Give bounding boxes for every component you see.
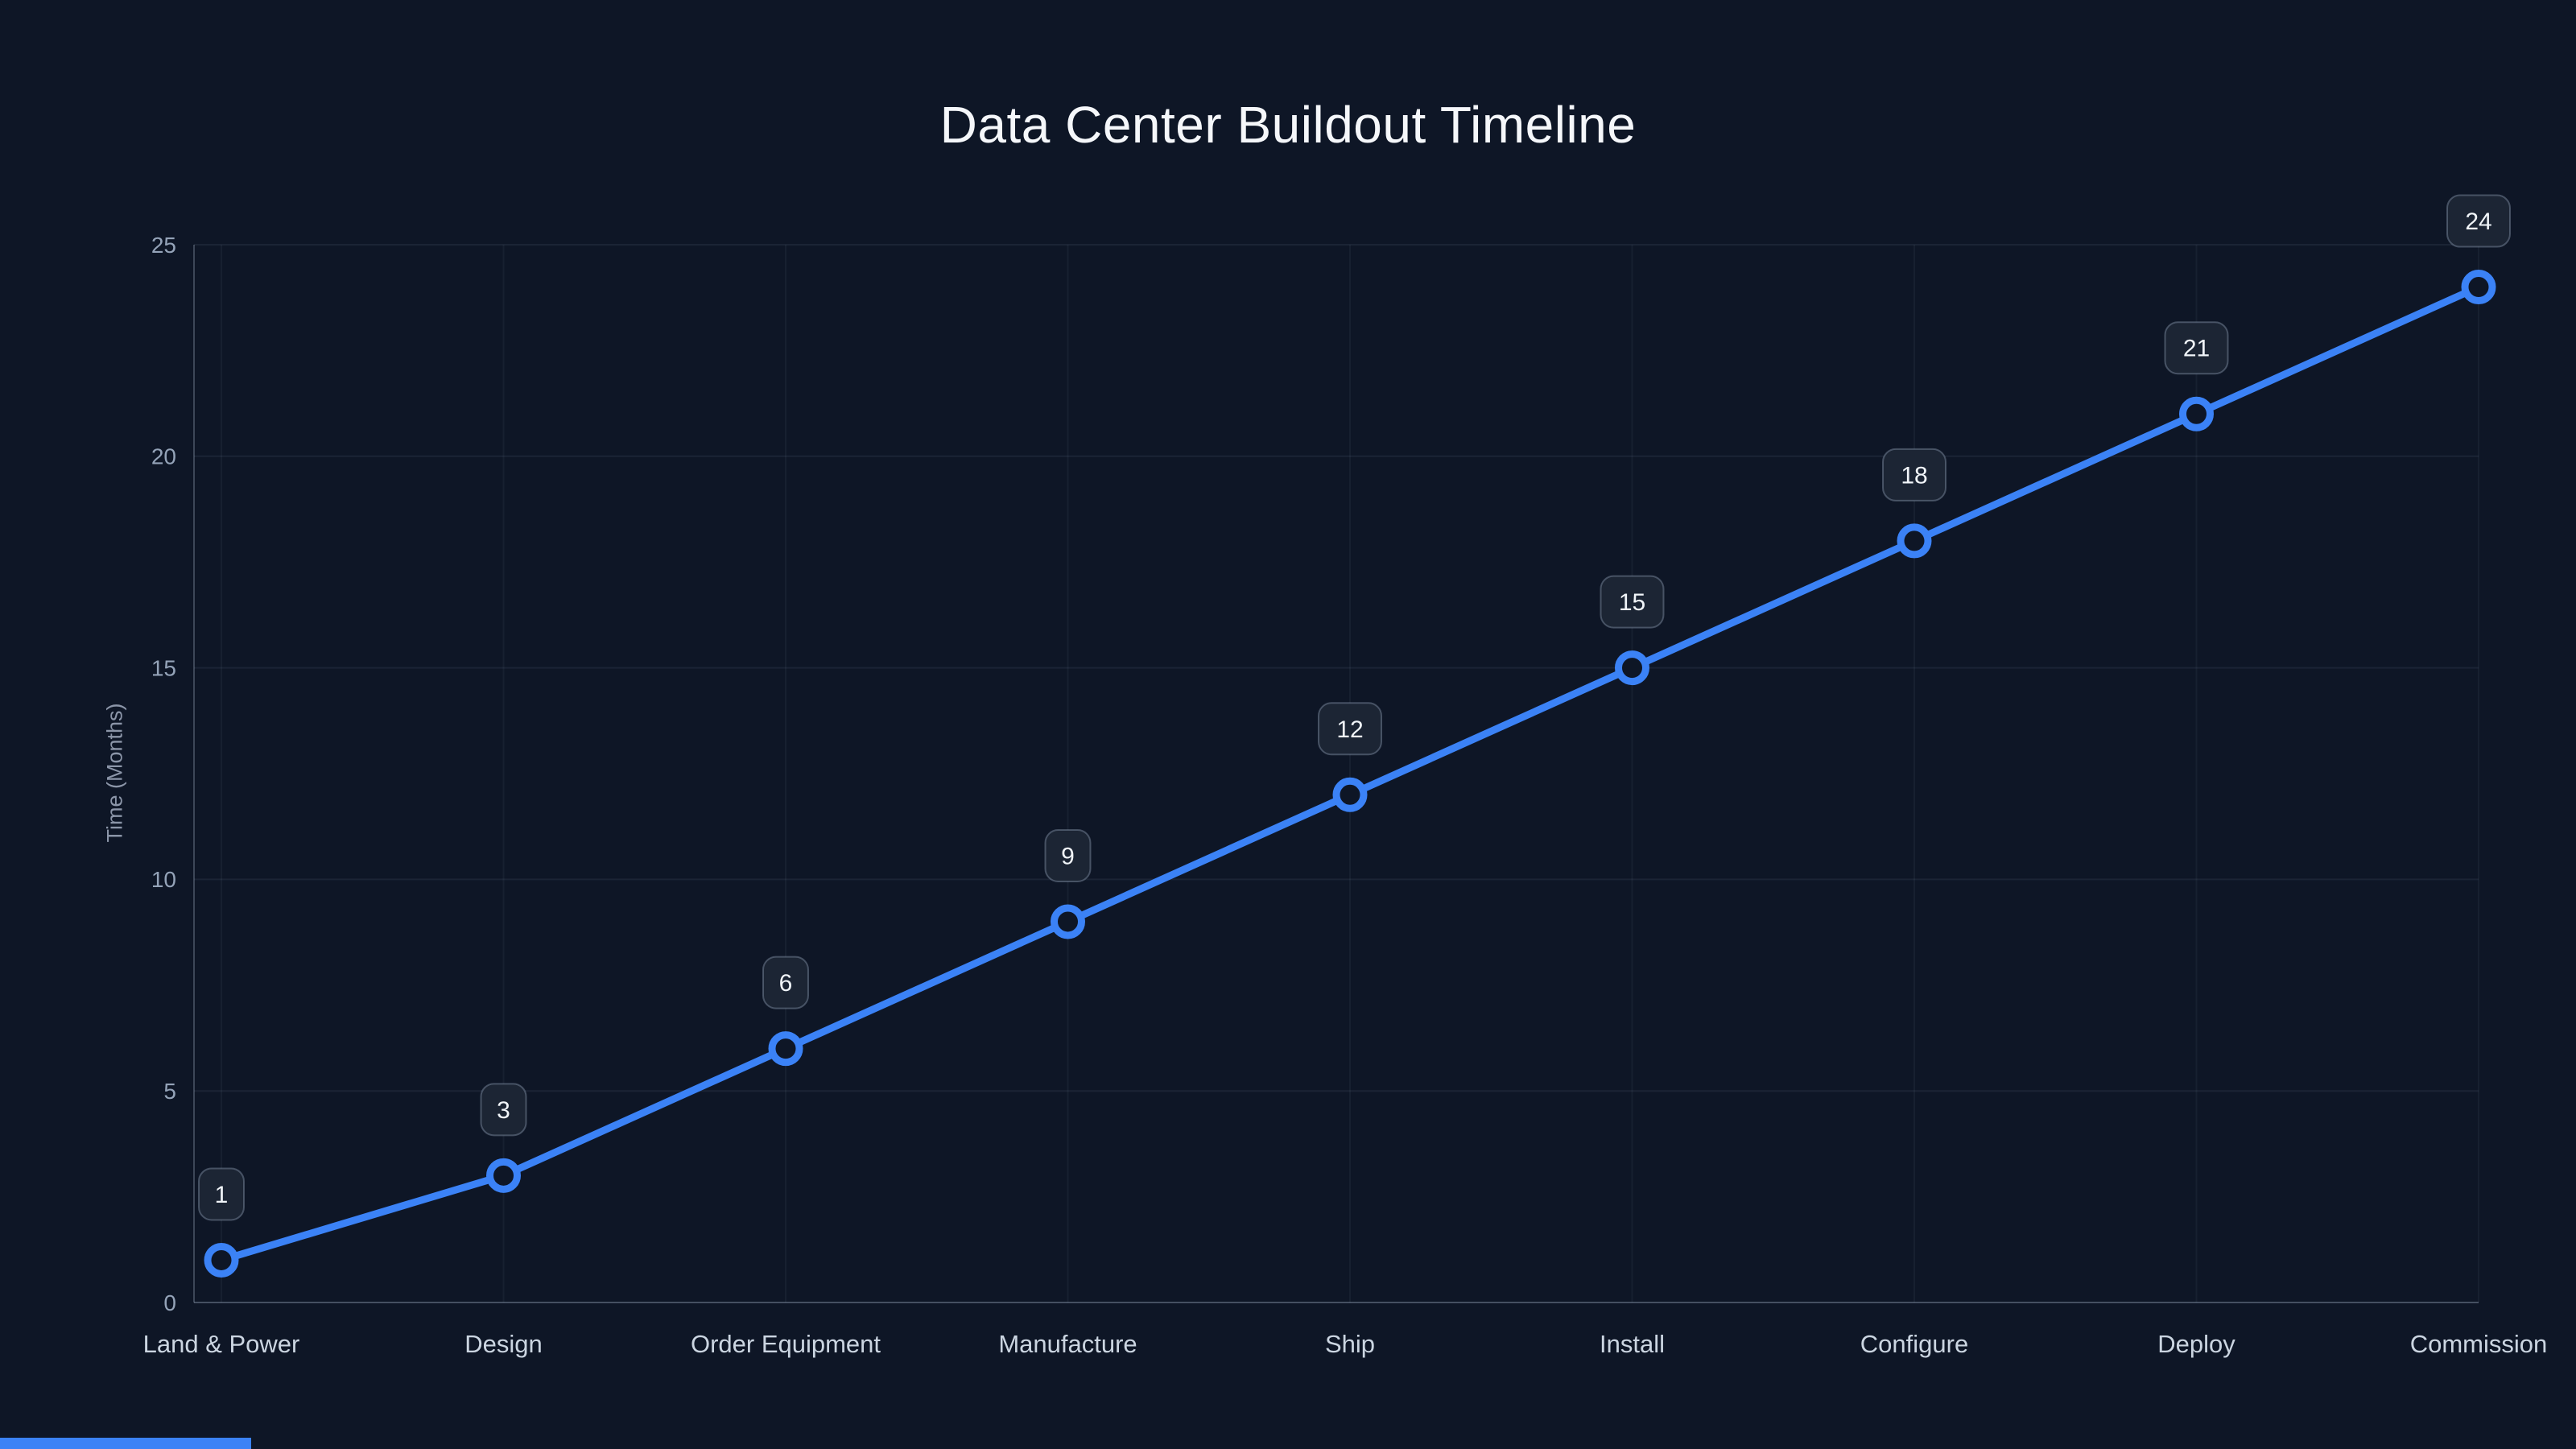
y-tick-label: 15 bbox=[151, 655, 176, 680]
x-category-label: Configure bbox=[1860, 1330, 1968, 1358]
data-point-marker[interactable] bbox=[768, 1031, 803, 1067]
data-label-box bbox=[1318, 702, 1382, 756]
data-point-marker[interactable] bbox=[486, 1158, 521, 1193]
data-label-box bbox=[480, 1083, 527, 1137]
y-tick-label: 10 bbox=[151, 867, 176, 892]
x-category-label: Deploy bbox=[2157, 1330, 2235, 1358]
data-label: 12 bbox=[1336, 716, 1363, 743]
x-category-label: Manufacture bbox=[998, 1330, 1137, 1358]
footer-accent-bar bbox=[0, 1438, 251, 1449]
data-label-box bbox=[2446, 194, 2511, 248]
data-label: 6 bbox=[779, 970, 793, 997]
x-category-label: Commission bbox=[2410, 1330, 2548, 1358]
x-category-label: Ship bbox=[1325, 1330, 1375, 1358]
data-label-box bbox=[1882, 448, 1946, 502]
data-label-box bbox=[1600, 575, 1665, 629]
chart-title: Data Center Buildout Timeline bbox=[939, 96, 1637, 154]
data-label: 3 bbox=[497, 1097, 510, 1124]
data-label: 9 bbox=[1061, 843, 1075, 869]
data-label: 1 bbox=[215, 1182, 229, 1208]
data-label-box bbox=[762, 956, 809, 1009]
y-tick-label: 5 bbox=[163, 1079, 176, 1104]
data-point-marker[interactable] bbox=[1051, 904, 1085, 939]
data-point-marker[interactable] bbox=[1332, 777, 1368, 812]
x-category-label: Order Equipment bbox=[691, 1330, 881, 1358]
data-point-marker[interactable] bbox=[1897, 523, 1932, 559]
data-point-marker[interactable] bbox=[204, 1242, 239, 1278]
y-tick-label: 20 bbox=[151, 444, 176, 469]
data-label: 15 bbox=[1619, 589, 1645, 616]
data-label: 24 bbox=[2465, 208, 2491, 235]
data-label-box bbox=[1044, 828, 1092, 882]
data-point-marker[interactable] bbox=[2461, 270, 2496, 305]
y-tick-label: 25 bbox=[151, 233, 176, 258]
x-category-label: Install bbox=[1600, 1330, 1665, 1358]
data-point-marker[interactable] bbox=[1615, 650, 1649, 686]
x-category-label: Design bbox=[464, 1330, 543, 1358]
data-label: 18 bbox=[1901, 462, 1927, 489]
data-point-marker[interactable] bbox=[2179, 396, 2214, 431]
x-category-label: Land & Power bbox=[143, 1330, 300, 1358]
data-label-box bbox=[198, 1167, 245, 1221]
data-label: 21 bbox=[2183, 336, 2210, 362]
y-tick-label: 0 bbox=[163, 1290, 176, 1315]
data-label-box bbox=[2164, 321, 2229, 375]
